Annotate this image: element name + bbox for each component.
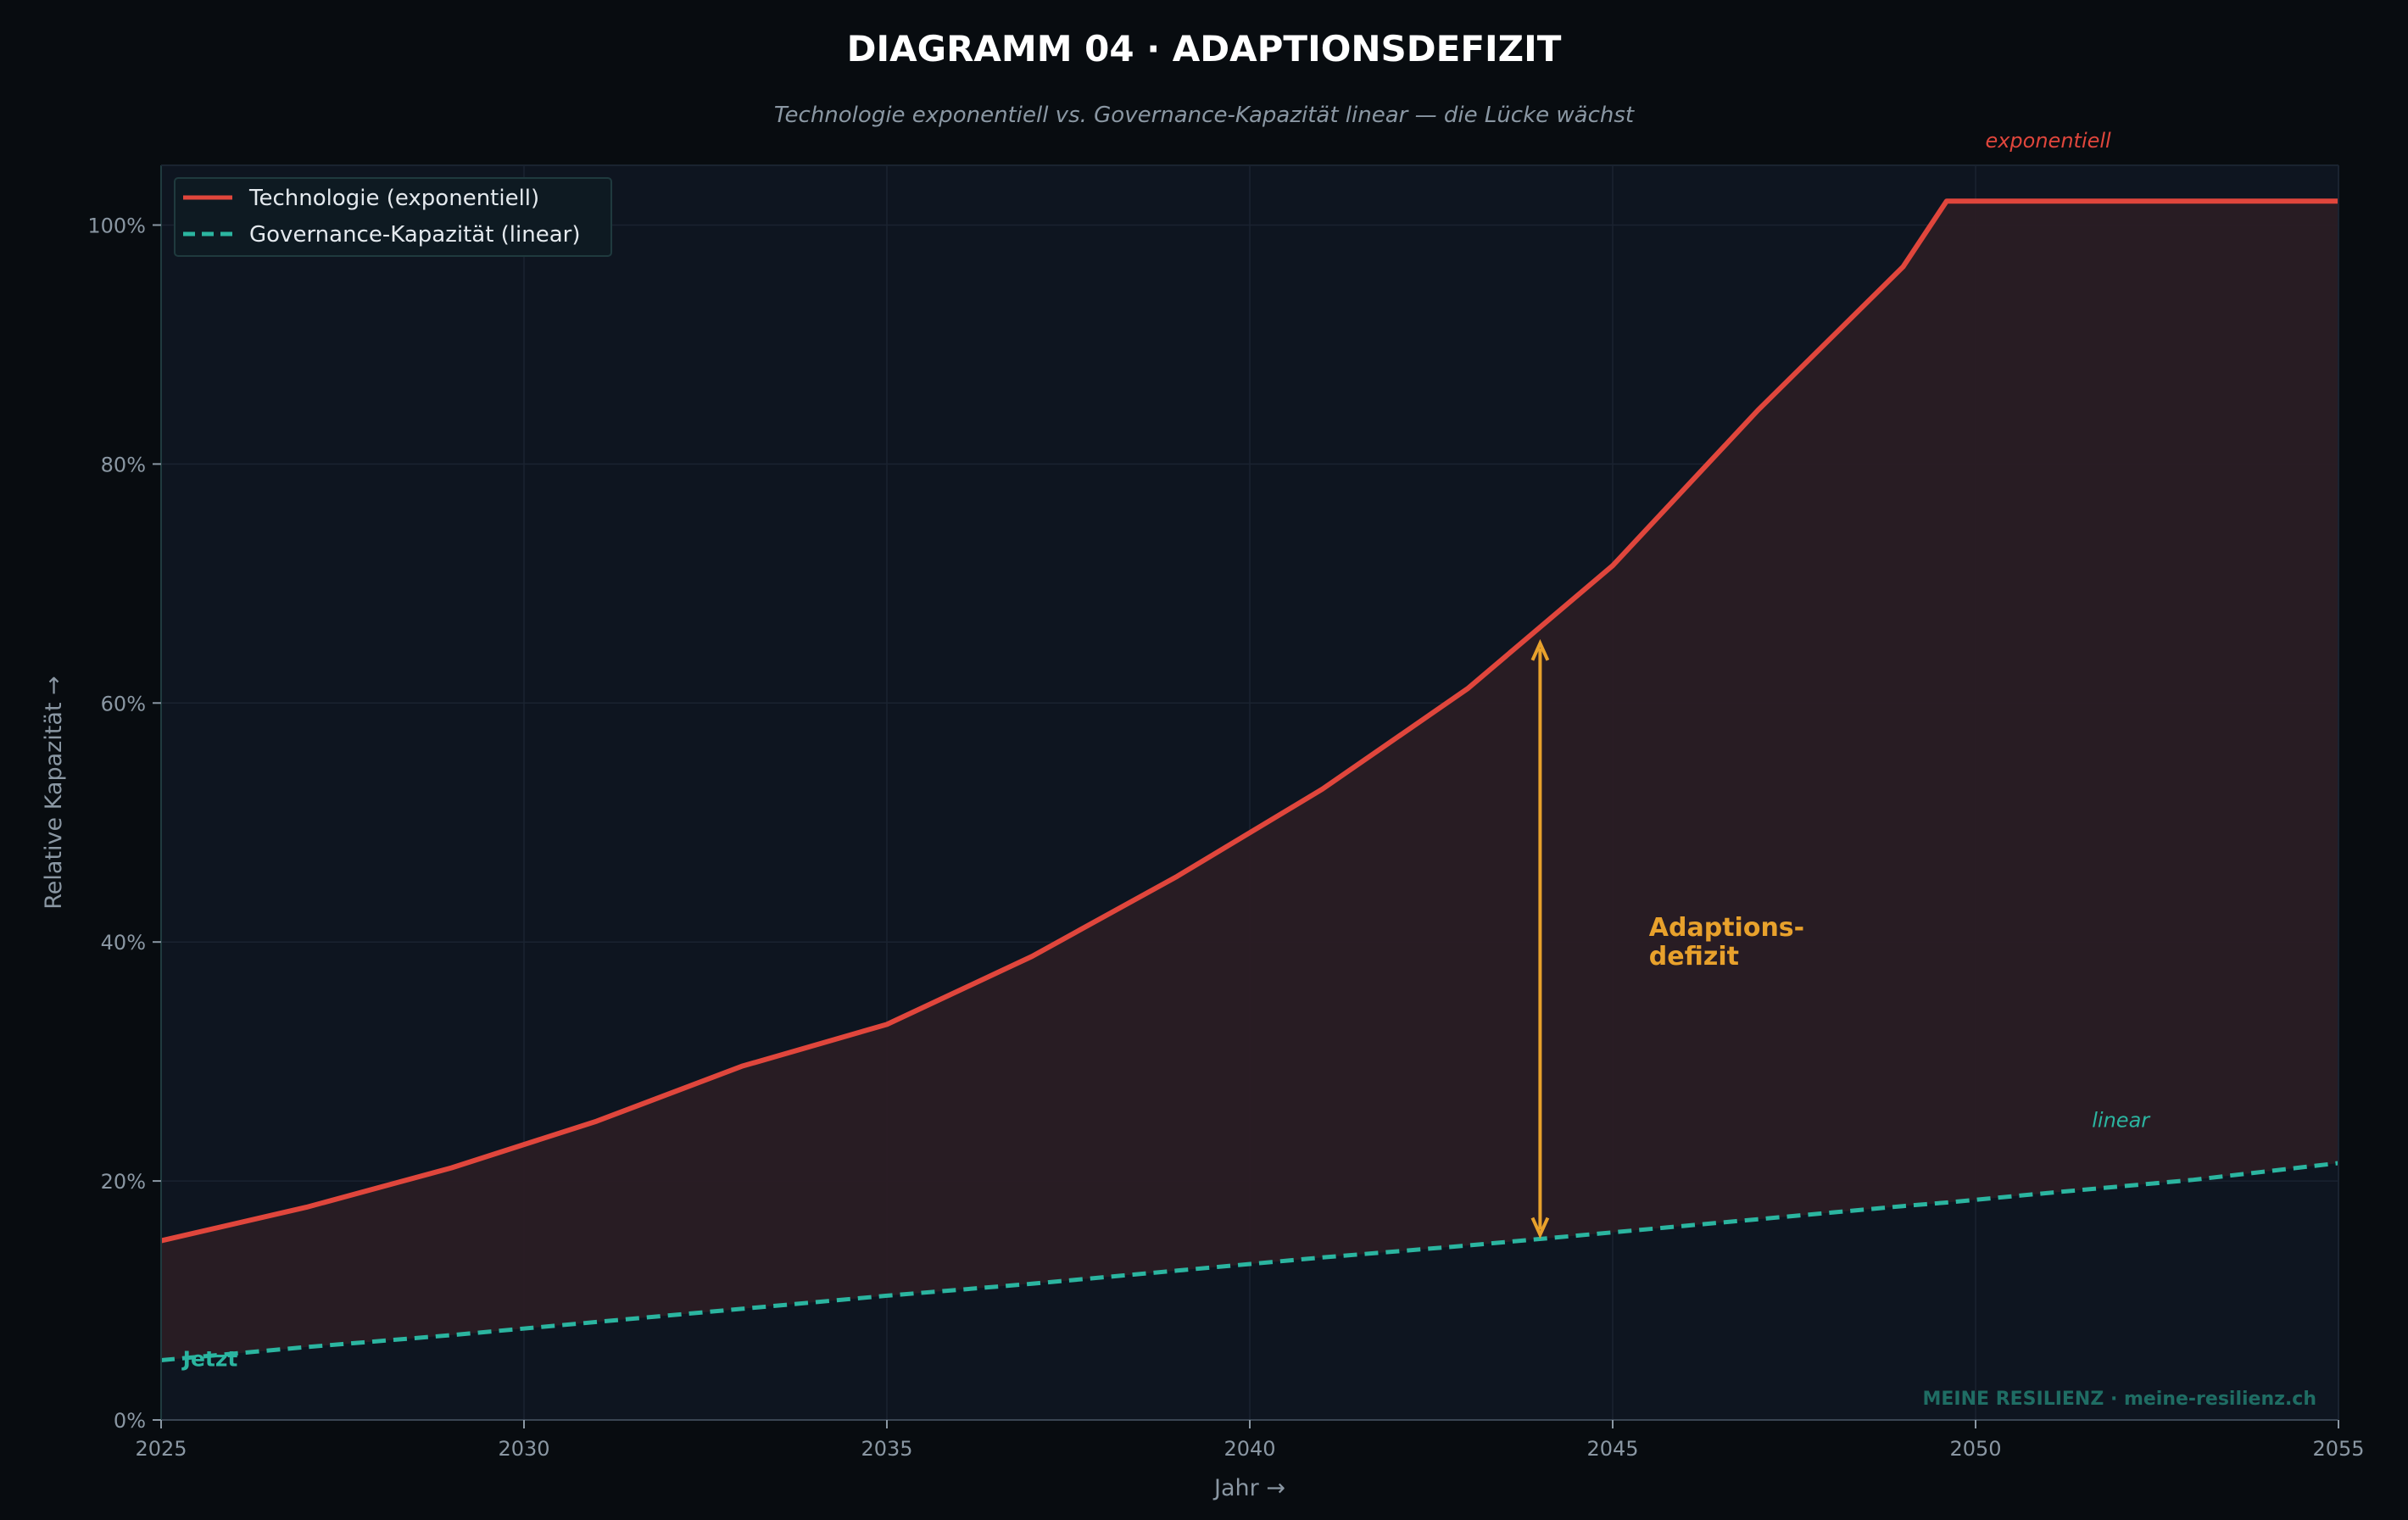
- gap-fill-area: [161, 201, 2338, 1361]
- gap-arrow-head-bottom: [1530, 1217, 1550, 1239]
- gap-label-line: defizit: [1649, 942, 1739, 972]
- y-tick-label: 0%: [114, 1409, 146, 1433]
- x-tick-label: 2040: [1224, 1437, 1275, 1461]
- y-tick-label: 80%: [101, 453, 146, 476]
- x-tick-label: 2035: [861, 1437, 912, 1461]
- annotation-linear: linear: [2092, 1109, 2151, 1133]
- chart-title: DIAGRAMM 04 · ADAPTIONSDEFIZIT: [847, 28, 1562, 70]
- x-tick-label: 2025: [135, 1437, 187, 1461]
- legend-box: [174, 177, 612, 257]
- y-tick-label: 20%: [101, 1170, 146, 1194]
- y-axis-label: Relative Kapazität →: [41, 676, 67, 910]
- gap-fill-layer: [161, 201, 2338, 1361]
- y-tick-label: 40%: [101, 931, 146, 955]
- series-line-technology: [160, 198, 2338, 1244]
- x-tick-label: 2055: [2312, 1437, 2364, 1461]
- legend: Technologie (exponentiell) Governance-Kap…: [174, 177, 612, 257]
- y-tick-label: 100%: [87, 214, 146, 237]
- chart-subtitle: Technologie exponentiell vs. Governance-…: [774, 103, 1635, 128]
- watermark: MEINE RESILIENZ · meine-resilienz.ch: [1922, 1389, 2316, 1410]
- series-line-governance: [160, 1161, 2339, 1362]
- x-tick-label: 2045: [1586, 1437, 1638, 1461]
- x-tick-label: 2030: [498, 1437, 549, 1461]
- x-axis-label: Jahr →: [1212, 1475, 1285, 1501]
- annotation-layer: exponentiell linear Jetzt Adaptions-defizit: [181, 129, 2152, 1372]
- y-tick-label: 60%: [101, 692, 146, 715]
- legend-label: Governance-Kapazität (linear): [249, 222, 580, 248]
- series-layer: [160, 198, 2339, 1362]
- gap-label-line: Adaptions-: [1649, 913, 1804, 943]
- legend-label: Technologie (exponentiell): [248, 186, 539, 211]
- annotation-exponentiell: exponentiell: [1985, 129, 2111, 153]
- axis-layer: 2025 2030 2035 2040 2045 2050 2055 0% 20% 40% 60% 8…: [87, 164, 2365, 1461]
- annotation-jetzt: Jetzt: [181, 1347, 238, 1372]
- gap-arrow-head-top: [1530, 638, 1550, 661]
- x-tick-label: 2050: [1949, 1437, 2001, 1461]
